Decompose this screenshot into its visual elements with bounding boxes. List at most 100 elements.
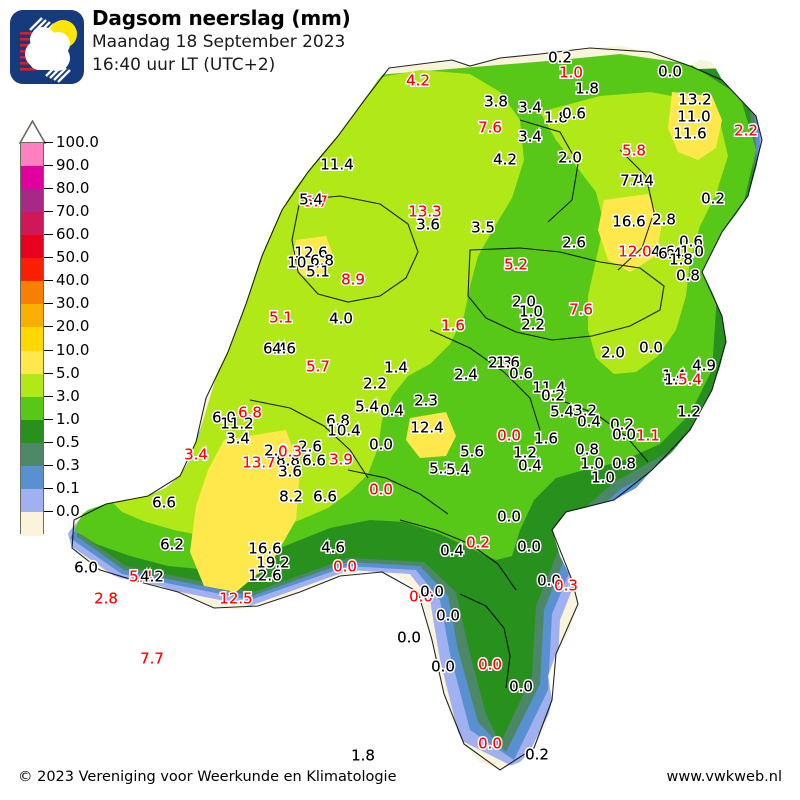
legend-label-60.0: 60.0 bbox=[56, 225, 90, 244]
contour-band-10-a bbox=[668, 92, 722, 160]
map-value-label: 0.2 0.2 bbox=[540, 386, 567, 405]
map-value-label: 2.0 2.0 bbox=[557, 148, 584, 167]
legend-tick bbox=[44, 280, 53, 282]
map-value-label: 1.0 1.0 bbox=[579, 454, 606, 473]
map-value-label: 8.9 8.9 bbox=[340, 270, 367, 289]
map-value-label: 0.4 0.4 bbox=[576, 412, 603, 431]
map-value-label: 7.4 7.4 bbox=[629, 171, 656, 190]
header: Dagsom neerslag (mm) Maandag 18 Septembe… bbox=[0, 0, 800, 92]
map-value-label: 0.3 0.3 bbox=[553, 576, 580, 595]
legend-band-70.0 bbox=[21, 212, 43, 236]
map-value-label: 0.0 0.0 bbox=[477, 734, 504, 753]
legend-label-5.0: 5.0 bbox=[56, 363, 80, 382]
map-value-label: 5.4 5.4 bbox=[677, 370, 704, 389]
legend-band-40.0 bbox=[21, 281, 43, 305]
map-value-label: 2.2 2.2 bbox=[520, 315, 547, 334]
contour-band-10-b bbox=[598, 194, 662, 272]
map-value-label: 2.0 2.0 bbox=[600, 343, 627, 362]
map-value-label: 1.2 1.2 bbox=[676, 402, 703, 421]
legend-label-3.0: 3.0 bbox=[56, 386, 80, 405]
legend-tick bbox=[44, 257, 53, 259]
map-value-label: 3.6 3.6 bbox=[277, 462, 304, 481]
map-value-label: 4.9 4.9 bbox=[691, 356, 718, 375]
map-value-label: 19.2 19.2 bbox=[255, 553, 291, 572]
legend-band-1.0 bbox=[21, 419, 43, 444]
legend-band-5.0 bbox=[21, 373, 43, 398]
map-value-label: 2.8 2.8 bbox=[93, 589, 120, 608]
legend-tick bbox=[44, 165, 53, 167]
legend-band-80.0 bbox=[21, 189, 43, 213]
contour-band-10-e bbox=[406, 412, 456, 458]
map-value-label: 12.0 12.0 bbox=[617, 242, 653, 261]
legend-tick bbox=[44, 188, 53, 190]
map-value-label: 0.0 0.0 bbox=[536, 571, 563, 590]
legend-label-90.0: 90.0 bbox=[56, 156, 90, 175]
map-value-label: 1.8 1.8 bbox=[668, 250, 695, 269]
map-value-label: 5.4 5.4 bbox=[549, 402, 576, 421]
map-value-label: 2.4 2.4 bbox=[453, 365, 480, 384]
legend-band-0.1 bbox=[21, 488, 43, 513]
website-link[interactable]: www.vwkweb.nl bbox=[666, 769, 782, 785]
map-value-label: 11.6 11.6 bbox=[672, 124, 708, 143]
map-value-label: 0.3 0.3 bbox=[277, 442, 304, 461]
map-value-label: 1.6 1.6 bbox=[440, 316, 467, 335]
map-value-label: 1.4 1.4 bbox=[661, 366, 688, 385]
legend-tick bbox=[44, 303, 53, 305]
map-value-label: 0.6 0.6 bbox=[561, 104, 588, 123]
legend-label-0.5: 0.5 bbox=[56, 432, 80, 451]
map-value-label: 5.8 5.8 bbox=[621, 141, 648, 160]
contour-band-10-d bbox=[292, 236, 334, 276]
legend-tick bbox=[44, 487, 53, 489]
map-value-label: 6.4 6.4 bbox=[657, 244, 684, 263]
map-value-label: 3.6 3.6 bbox=[415, 215, 442, 234]
map-value-label: 3.4 3.4 bbox=[517, 127, 544, 146]
legend-band-10.0 bbox=[21, 350, 43, 375]
map-value-label: 3.4 3.4 bbox=[517, 98, 544, 117]
legend-band-50.0 bbox=[21, 258, 43, 282]
legend-band-90.0 bbox=[21, 166, 43, 190]
map-value-label: 12.4 12.4 bbox=[409, 418, 445, 437]
map-value-label: 0.8 0.8 bbox=[611, 454, 638, 473]
legend-tick bbox=[44, 418, 53, 420]
map-value-label: 2.8 2.8 bbox=[651, 210, 678, 229]
map-value-label: 11.4 11.4 bbox=[531, 378, 567, 397]
map-value-label: 2.0 2.0 bbox=[263, 441, 290, 460]
map-value-label: 2.6 2.6 bbox=[297, 437, 324, 456]
legend-tick bbox=[44, 349, 53, 351]
map-value-label: 3.4 3.4 bbox=[225, 429, 252, 448]
map-value-label: 0.0 0.0 bbox=[611, 425, 638, 444]
map-value-label: 10.4 10.4 bbox=[286, 253, 322, 272]
map-value-label: 6.8 6.8 bbox=[237, 403, 264, 422]
map-value-label: 2.6 2.6 bbox=[561, 233, 588, 252]
map-value-label: 0.0 0.0 bbox=[430, 657, 457, 676]
map-value-label: 7.6 7.6 bbox=[568, 300, 595, 319]
legend-tick bbox=[44, 234, 53, 236]
legend-label-70.0: 70.0 bbox=[56, 202, 90, 221]
map-value-label: 0.2 0.2 bbox=[524, 745, 551, 764]
map-value-label: 0.0 0.0 bbox=[419, 582, 446, 601]
legend-band-100.0 bbox=[21, 143, 43, 167]
map-value-label: 1.8 1.8 bbox=[543, 108, 570, 127]
map-value-label: 0.0 0.0 bbox=[638, 338, 665, 357]
map-value-label: 0.0 0.0 bbox=[657, 62, 684, 81]
map-value-label: 5.6 5.6 bbox=[459, 442, 486, 461]
map-value-label: 11.0 11.0 bbox=[676, 107, 712, 126]
map-value-label: 4.2 4.2 bbox=[492, 150, 519, 169]
map-value-label: 12.5 12.5 bbox=[218, 589, 254, 608]
map-value-label: 3.5 3.5 bbox=[470, 218, 497, 237]
map-value-label: 1.8 1.8 bbox=[350, 746, 377, 765]
map-value-label: 5.1 5.1 bbox=[305, 262, 332, 281]
map-value-label: 6.6 6.6 bbox=[151, 493, 178, 512]
map-value-label: 0.8 0.8 bbox=[675, 266, 702, 285]
legend-band-20.0 bbox=[21, 327, 43, 352]
map-value-label: 6.8 6.8 bbox=[309, 251, 336, 270]
map-value-label: 13.7 13.7 bbox=[241, 453, 277, 472]
map-value-label: 0.0 0.0 bbox=[435, 606, 462, 625]
map-value-label: 0.0 0.0 bbox=[496, 507, 523, 526]
map-value-label: 16.6 16.6 bbox=[247, 539, 283, 558]
map-value-label: 12.6 12.6 bbox=[247, 566, 283, 585]
subtitle-time: 16:40 uur LT (UTC+2) bbox=[92, 55, 276, 75]
map-value-label: 4.0 4.0 bbox=[328, 309, 355, 328]
